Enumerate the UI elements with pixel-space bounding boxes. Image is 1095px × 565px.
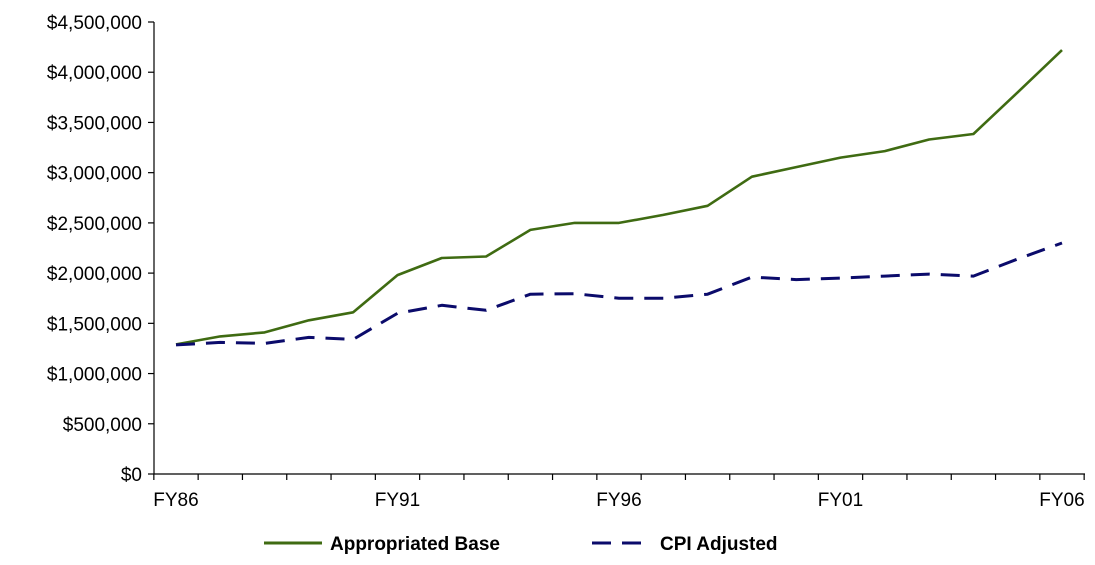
y-tick-label: $4,500,000	[47, 13, 142, 34]
legend: Appropriated Base CPI Adjusted	[264, 534, 778, 555]
x-tick-label: FY96	[596, 490, 641, 511]
y-tick-label: $3,500,000	[47, 113, 142, 134]
series-line-appropriated-base	[176, 50, 1062, 344]
series-line-cpi-adjusted	[176, 243, 1062, 345]
legend-label: CPI Adjusted	[660, 534, 778, 555]
y-tick-label: $0	[121, 465, 142, 486]
y-tick-label: $4,000,000	[47, 63, 142, 84]
y-axis: $0 $500,000 $1,000,000 $1,500,000 $2,000,000…	[47, 13, 154, 486]
series-layer	[176, 50, 1062, 345]
y-tick-label: $3,000,000	[47, 164, 142, 185]
y-tick-label: $1,500,000	[47, 314, 142, 335]
legend-label: Appropriated Base	[330, 534, 500, 555]
y-tick-label: $2,500,000	[47, 214, 142, 235]
x-tick-label: FY06	[1039, 490, 1084, 511]
x-tick-label: FY91	[375, 490, 420, 511]
y-tick-label: $500,000	[63, 415, 142, 436]
y-tick-label: $1,000,000	[47, 365, 142, 386]
x-tick-label: FY86	[153, 490, 198, 511]
x-axis: FY86 FY91 FY96 FY01 FY06	[153, 474, 1085, 511]
x-tick-label: FY01	[818, 490, 863, 511]
y-tick-label: $2,000,000	[47, 264, 142, 285]
